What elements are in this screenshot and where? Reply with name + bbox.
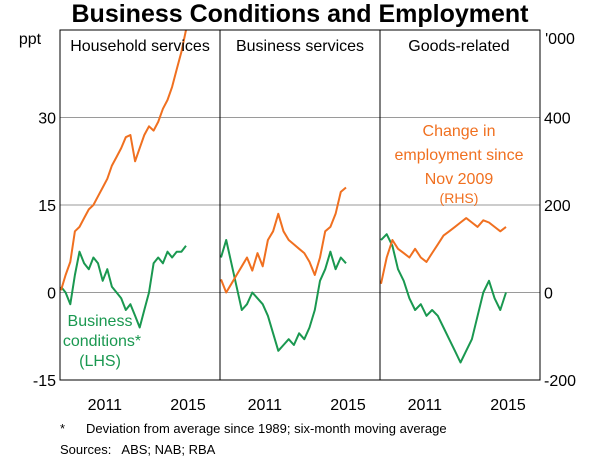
x-tick-label: 2015 (330, 397, 366, 414)
business-conditions-line-panel-1 (60, 245, 187, 329)
right-tick-label: -200 (544, 373, 576, 390)
left-tick-label: 30 (38, 111, 56, 128)
annotation-employment-3: Nov 2009 (425, 171, 494, 188)
panel-label-goods-related: Goods-related (408, 38, 509, 55)
gridlines (60, 117, 540, 293)
annotation-employment-1: Change in (423, 123, 496, 140)
left-tick-label: 0 (47, 286, 56, 303)
right-tick-label: 0 (544, 286, 553, 303)
right-axis-unit: '000 (545, 31, 575, 48)
right-tick-label: 200 (544, 198, 571, 215)
right-tick-label: 400 (544, 111, 571, 128)
annotation-business-conditions-3: (LHS) (79, 353, 121, 370)
series-lines (60, 29, 507, 364)
x-tick-label: 2011 (88, 397, 123, 414)
footnote-sources: Sources: ABS; NAB; RBA (60, 442, 216, 457)
x-tick-labels: 2011 2015 2011 2015 2011 2015 (88, 397, 526, 414)
business-conditions-line-panel-2 (220, 239, 347, 352)
footnote-marker: * (60, 421, 65, 436)
panel-label-business-services: Business services (236, 38, 364, 55)
annotation-business-conditions-1: Business (68, 313, 133, 330)
right-tick-labels: -200 0 200 400 (544, 111, 576, 391)
business-conditions-line-panel-3 (380, 233, 507, 364)
left-tick-labels: -15 0 15 30 (33, 111, 56, 391)
left-tick-label: -15 (33, 373, 56, 390)
annotation-employment-2: employment since (395, 147, 524, 164)
panel-label-household-services: Household services (70, 38, 210, 55)
left-axis-unit: ppt (19, 31, 42, 48)
annotation-employment-4: (RHS) (440, 190, 479, 206)
plot-frame (59, 29, 541, 381)
employment-change-line-panel-1 (60, 29, 187, 291)
x-tick-label: 2011 (408, 397, 443, 414)
annotation-business-conditions-2: conditions* (63, 333, 141, 350)
x-tick-label: 2011 (248, 397, 283, 414)
chart-title: Business Conditions and Employment (72, 0, 530, 28)
footnote-text: Deviation from average since 1989; six-m… (86, 421, 447, 436)
employment-change-line-panel-2 (220, 186, 347, 294)
x-tick-label: 2015 (490, 397, 526, 414)
employment-change-line-panel-3 (380, 217, 507, 285)
x-tick-label: 2015 (170, 397, 206, 414)
left-tick-label: 15 (38, 198, 56, 215)
